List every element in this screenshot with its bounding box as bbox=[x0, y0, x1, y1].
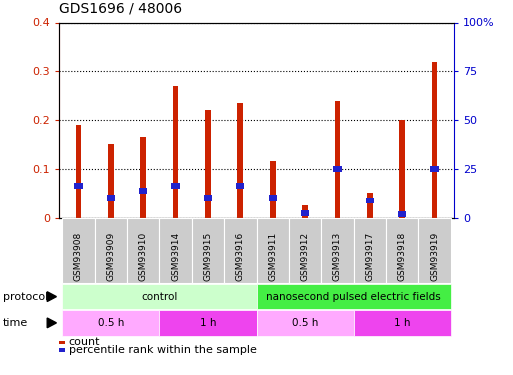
Bar bbox=[107, 195, 115, 201]
Bar bbox=[238, 103, 243, 218]
Text: GSM93909: GSM93909 bbox=[106, 232, 115, 281]
Text: time: time bbox=[3, 318, 28, 328]
Text: GSM93914: GSM93914 bbox=[171, 232, 180, 281]
Text: GDS1696 / 48006: GDS1696 / 48006 bbox=[59, 2, 182, 16]
Bar bbox=[398, 211, 406, 216]
Text: 1 h: 1 h bbox=[200, 318, 216, 328]
Bar bbox=[270, 161, 275, 218]
Text: 0.5 h: 0.5 h bbox=[97, 318, 124, 328]
Bar bbox=[333, 166, 342, 172]
Text: percentile rank within the sample: percentile rank within the sample bbox=[69, 345, 256, 355]
Bar bbox=[301, 210, 309, 216]
Text: nanosecond pulsed electric fields: nanosecond pulsed electric fields bbox=[266, 292, 441, 302]
Bar bbox=[334, 100, 340, 218]
Bar bbox=[171, 183, 180, 189]
Text: GSM93912: GSM93912 bbox=[301, 232, 309, 281]
Text: GSM93916: GSM93916 bbox=[236, 232, 245, 281]
Bar bbox=[75, 125, 82, 217]
Bar bbox=[139, 188, 147, 194]
Text: GSM93919: GSM93919 bbox=[430, 232, 439, 281]
Bar bbox=[269, 195, 277, 201]
Text: GSM93910: GSM93910 bbox=[139, 232, 148, 281]
Bar bbox=[236, 183, 244, 189]
Text: GSM93917: GSM93917 bbox=[365, 232, 374, 281]
Bar bbox=[367, 193, 373, 217]
Bar bbox=[173, 86, 179, 218]
Text: control: control bbox=[141, 292, 177, 302]
Text: 0.5 h: 0.5 h bbox=[292, 318, 318, 328]
Text: GSM93911: GSM93911 bbox=[268, 232, 277, 281]
Text: 1 h: 1 h bbox=[394, 318, 410, 328]
Text: GSM93913: GSM93913 bbox=[333, 232, 342, 281]
Bar bbox=[140, 137, 146, 218]
Bar bbox=[366, 198, 374, 203]
Bar bbox=[430, 166, 439, 172]
Text: GSM93915: GSM93915 bbox=[204, 232, 212, 281]
Text: GSM93918: GSM93918 bbox=[398, 232, 407, 281]
Text: count: count bbox=[69, 337, 100, 347]
Bar bbox=[431, 62, 438, 217]
Text: protocol: protocol bbox=[3, 292, 48, 302]
Text: GSM93908: GSM93908 bbox=[74, 232, 83, 281]
Bar bbox=[74, 183, 83, 189]
Bar bbox=[302, 206, 308, 218]
Bar bbox=[205, 110, 211, 218]
Bar bbox=[399, 120, 405, 218]
Bar bbox=[108, 144, 114, 218]
Bar bbox=[204, 195, 212, 201]
